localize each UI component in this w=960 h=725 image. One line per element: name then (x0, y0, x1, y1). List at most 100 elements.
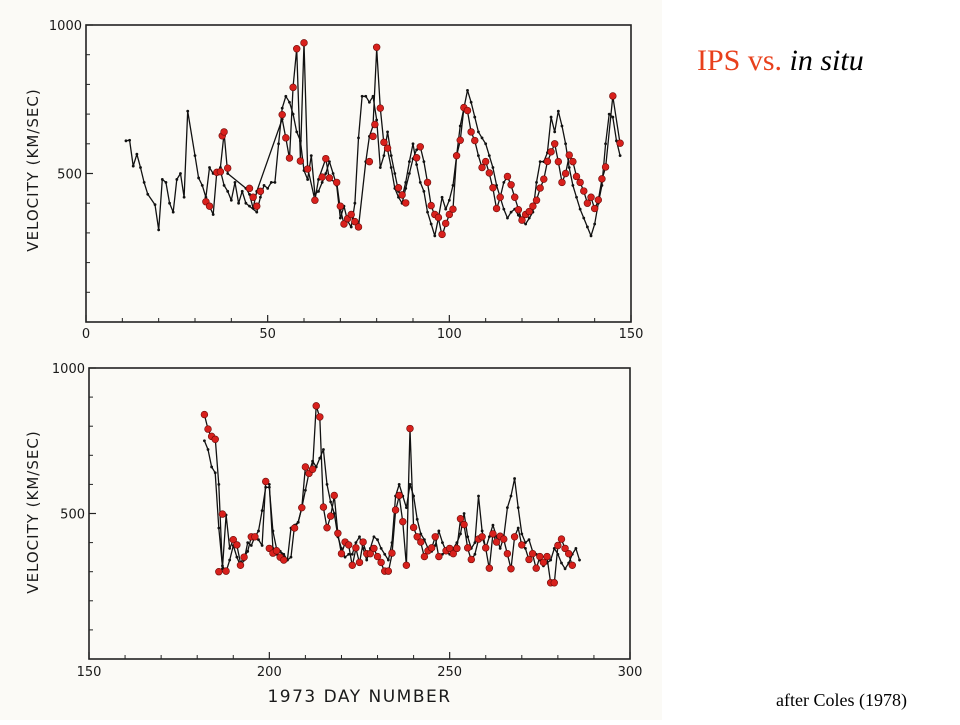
series-1-point (257, 529, 260, 533)
ips-point (216, 168, 225, 176)
x-tick-label: 250 (437, 665, 462, 680)
ips-point (251, 533, 259, 541)
ips-point (598, 175, 606, 183)
ips-point (245, 184, 254, 193)
ips-point (543, 552, 551, 561)
ips-point (229, 535, 237, 544)
ips-point (564, 549, 573, 558)
series-1-point (582, 216, 586, 220)
chart-svg: 0 50 100 150 500 1000 VELOCITY (KM/SEC) 150 200… (24, 19, 643, 707)
series-1-point (473, 541, 477, 544)
series-2-point (217, 483, 221, 486)
series-1-point (466, 88, 469, 92)
series-1-point (611, 115, 615, 119)
y-tick-label: 500 (60, 508, 85, 523)
series-1-point (589, 234, 593, 238)
ips-point (518, 216, 526, 224)
ips-point (240, 553, 248, 561)
series-1-point (331, 172, 335, 175)
series-1-point (549, 115, 553, 119)
series-1-point (368, 100, 371, 104)
ips-point (301, 463, 310, 471)
series-2-point (296, 520, 300, 524)
ips-point (366, 549, 375, 558)
ips-point (412, 154, 421, 162)
ips-point (576, 178, 584, 187)
ips-point (540, 175, 548, 183)
ips-point (507, 565, 515, 573)
series-1-point (164, 181, 168, 184)
ips-point (373, 552, 382, 561)
series-1-point (513, 477, 516, 480)
ips-point (218, 510, 227, 518)
ips-point (376, 104, 384, 112)
series-1-point (618, 154, 622, 158)
ips-point (518, 541, 526, 549)
ips-point (514, 206, 523, 214)
ips-point (285, 154, 294, 162)
ips-point (312, 402, 320, 410)
ips-point (200, 410, 209, 419)
ips-point (222, 567, 230, 575)
ips-point (601, 163, 610, 171)
series-1-point (306, 178, 310, 181)
series-1-point (505, 506, 509, 510)
ips-point (471, 136, 479, 145)
y-axis-label: VELOCITY (KM/SEC) (24, 88, 42, 251)
series-2-point (407, 172, 411, 175)
ips-point (303, 165, 312, 173)
series-1-point (408, 483, 412, 486)
ips-point (416, 143, 424, 151)
ips-point (532, 196, 541, 204)
ips-point (319, 503, 328, 511)
ips-point (256, 187, 265, 196)
ips-point (290, 524, 299, 532)
ips-point (492, 538, 501, 546)
ips-point (503, 172, 512, 181)
series-1-point (484, 142, 488, 146)
ips-point (442, 219, 450, 228)
ips-point (352, 544, 360, 552)
ips-point (420, 552, 429, 561)
ips-point (377, 558, 385, 567)
series-1-point (171, 210, 175, 214)
ips-point (354, 223, 363, 231)
ips-point (511, 193, 519, 201)
series-1-point (269, 181, 273, 184)
y-tick-label: 1000 (49, 19, 82, 34)
series-1-point (571, 183, 575, 187)
series-1-point (280, 106, 284, 110)
series-1-point (527, 216, 531, 220)
series-1-point (217, 526, 221, 530)
ips-point (262, 477, 270, 486)
series-1-point (128, 138, 132, 142)
series-2-point (226, 172, 230, 175)
ips-point (543, 157, 552, 166)
series-1-point (168, 201, 171, 205)
figure-panel: 0 50 100 150 500 1000 VELOCITY (KM/SEC) 150 200… (24, 19, 644, 707)
series-2-point (248, 192, 251, 196)
ips-point (550, 579, 558, 587)
ips-point (587, 193, 595, 201)
ips-point (561, 544, 569, 553)
ips-point (383, 144, 392, 152)
ips-point (282, 134, 290, 142)
ips-point (503, 549, 512, 558)
title-vs: vs. (747, 44, 783, 77)
credit-caption: after Coles (1978) (776, 690, 907, 710)
series-1-point (360, 94, 364, 98)
series-1-point (228, 558, 232, 562)
series-1-point (182, 195, 186, 199)
series-1-point (553, 130, 557, 134)
series-1-point (560, 124, 564, 128)
ips-point (311, 196, 319, 204)
series-1-point (386, 130, 389, 134)
series-1-point (549, 558, 553, 562)
ips-point (372, 43, 381, 51)
series-1-point (604, 142, 607, 146)
series-1-point (260, 509, 264, 512)
ips-point (449, 205, 457, 213)
ips-point (296, 157, 305, 165)
ips-point (215, 567, 223, 576)
